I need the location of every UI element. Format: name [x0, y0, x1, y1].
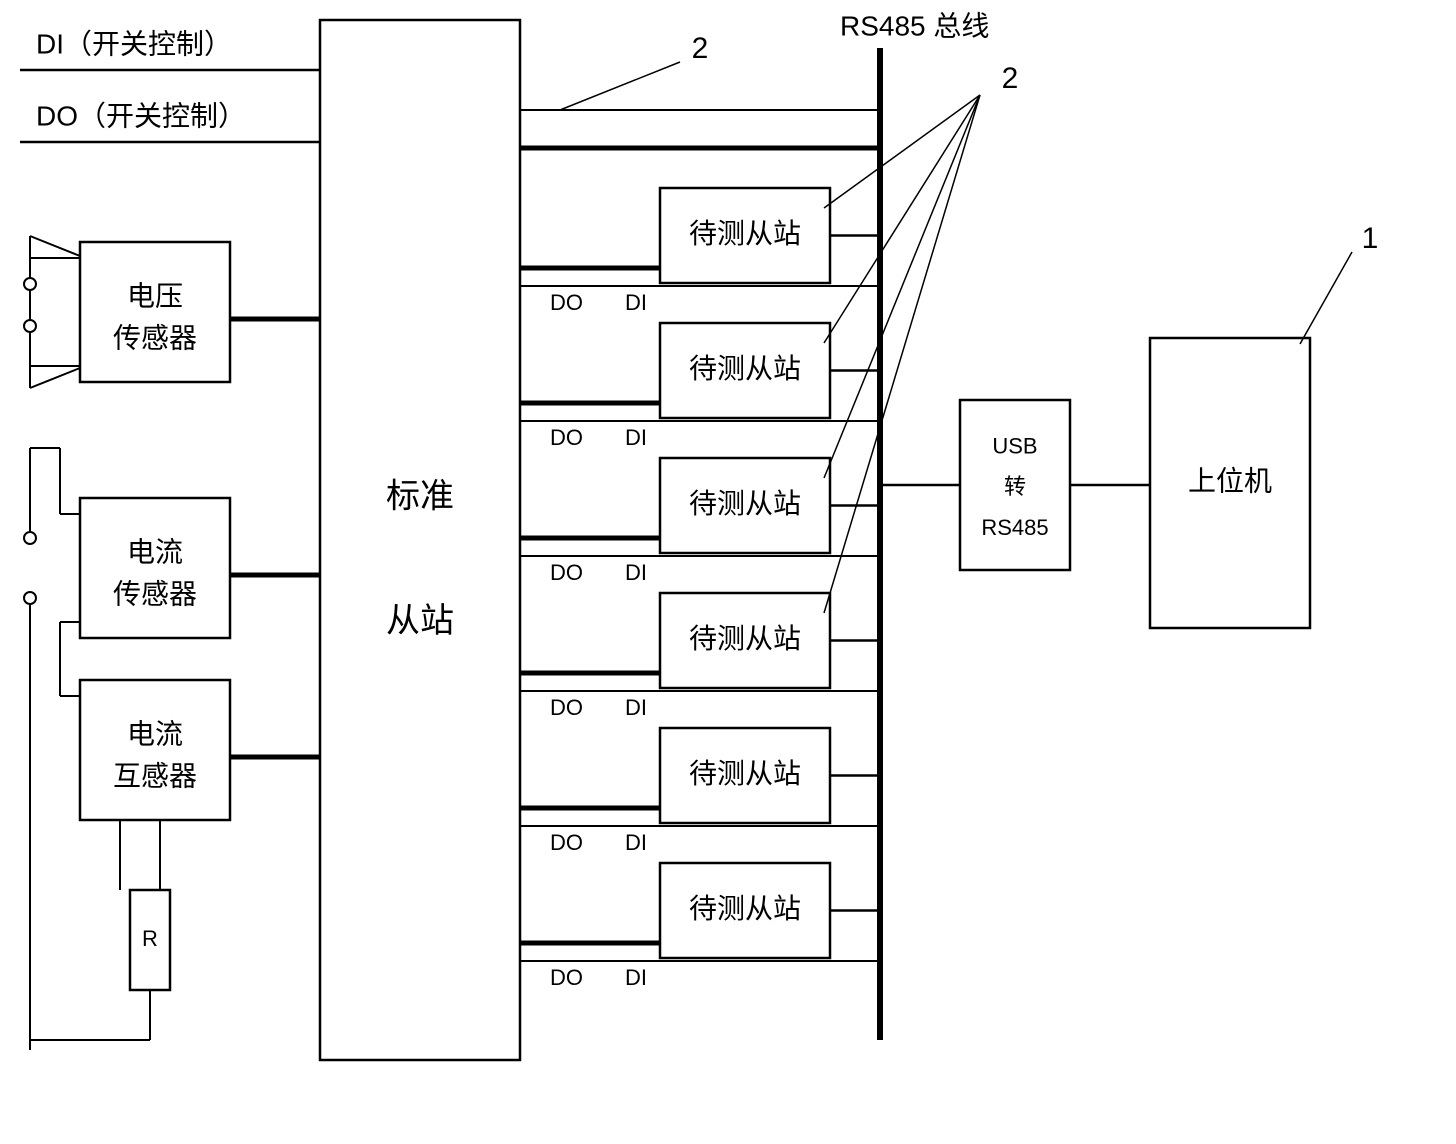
voltage-sensor-l1: 电压 [127, 280, 183, 311]
current-sensor-l1: 电流 [127, 536, 183, 567]
usb-l3: RS485 [981, 515, 1048, 540]
standard-slave-box [320, 20, 520, 1060]
do-label-1: DO [550, 425, 583, 450]
do-label-5: DO [550, 965, 583, 990]
ref-1: 1 [1362, 222, 1379, 255]
ct-l1: 电流 [127, 718, 183, 749]
di-label: DI（开关控制） [36, 28, 232, 59]
di-label-2: DI [625, 560, 647, 585]
do-label-0: DO [550, 290, 583, 315]
do-label: DO（开关控制） [36, 100, 246, 131]
di-label-3: DI [625, 695, 647, 720]
ref-2a-leader [560, 62, 680, 110]
current-sensor-box [80, 498, 230, 638]
dut-slave-label-5: 待测从站 [689, 893, 801, 924]
standard-slave-label-2: 从站 [386, 602, 454, 640]
dut-slave-label-2: 待测从站 [689, 488, 801, 519]
host-label: 上位机 [1188, 465, 1272, 496]
di-label-1: DI [625, 425, 647, 450]
current-sensor-l2: 传感器 [113, 578, 197, 609]
do-label-3: DO [550, 695, 583, 720]
ref-2b-leader-3 [824, 95, 980, 613]
di-label-5: DI [625, 965, 647, 990]
terminal-circle [24, 592, 36, 604]
ct-l2: 互感器 [113, 760, 197, 791]
ref-1-leader [1300, 252, 1352, 344]
usb-l2: 转 [1004, 474, 1026, 499]
ref-2-a: 2 [692, 32, 709, 65]
bus-label: RS485 总线 [840, 10, 989, 41]
standard-slave-label-1: 标准 [386, 477, 454, 515]
terminal-circle [24, 532, 36, 544]
wire [30, 368, 80, 388]
do-label-2: DO [550, 560, 583, 585]
di-label-4: DI [625, 830, 647, 855]
ref-2b-leader-1 [824, 95, 980, 343]
dut-slave-label-0: 待测从站 [689, 218, 801, 249]
dut-slave-label-1: 待测从站 [689, 353, 801, 384]
di-label-0: DI [625, 290, 647, 315]
voltage-sensor-l2: 传感器 [113, 322, 197, 353]
terminal-circle [24, 278, 36, 290]
usb-l1: USB [992, 433, 1037, 458]
voltage-sensor-box [80, 242, 230, 382]
dut-slave-label-4: 待测从站 [689, 758, 801, 789]
dut-slave-label-3: 待测从站 [689, 623, 801, 654]
do-label-4: DO [550, 830, 583, 855]
terminal-circle [24, 320, 36, 332]
current-transformer-box [80, 680, 230, 820]
resistor-label: R [142, 926, 158, 951]
wire [30, 236, 80, 256]
ref-2-b: 2 [1002, 62, 1019, 95]
